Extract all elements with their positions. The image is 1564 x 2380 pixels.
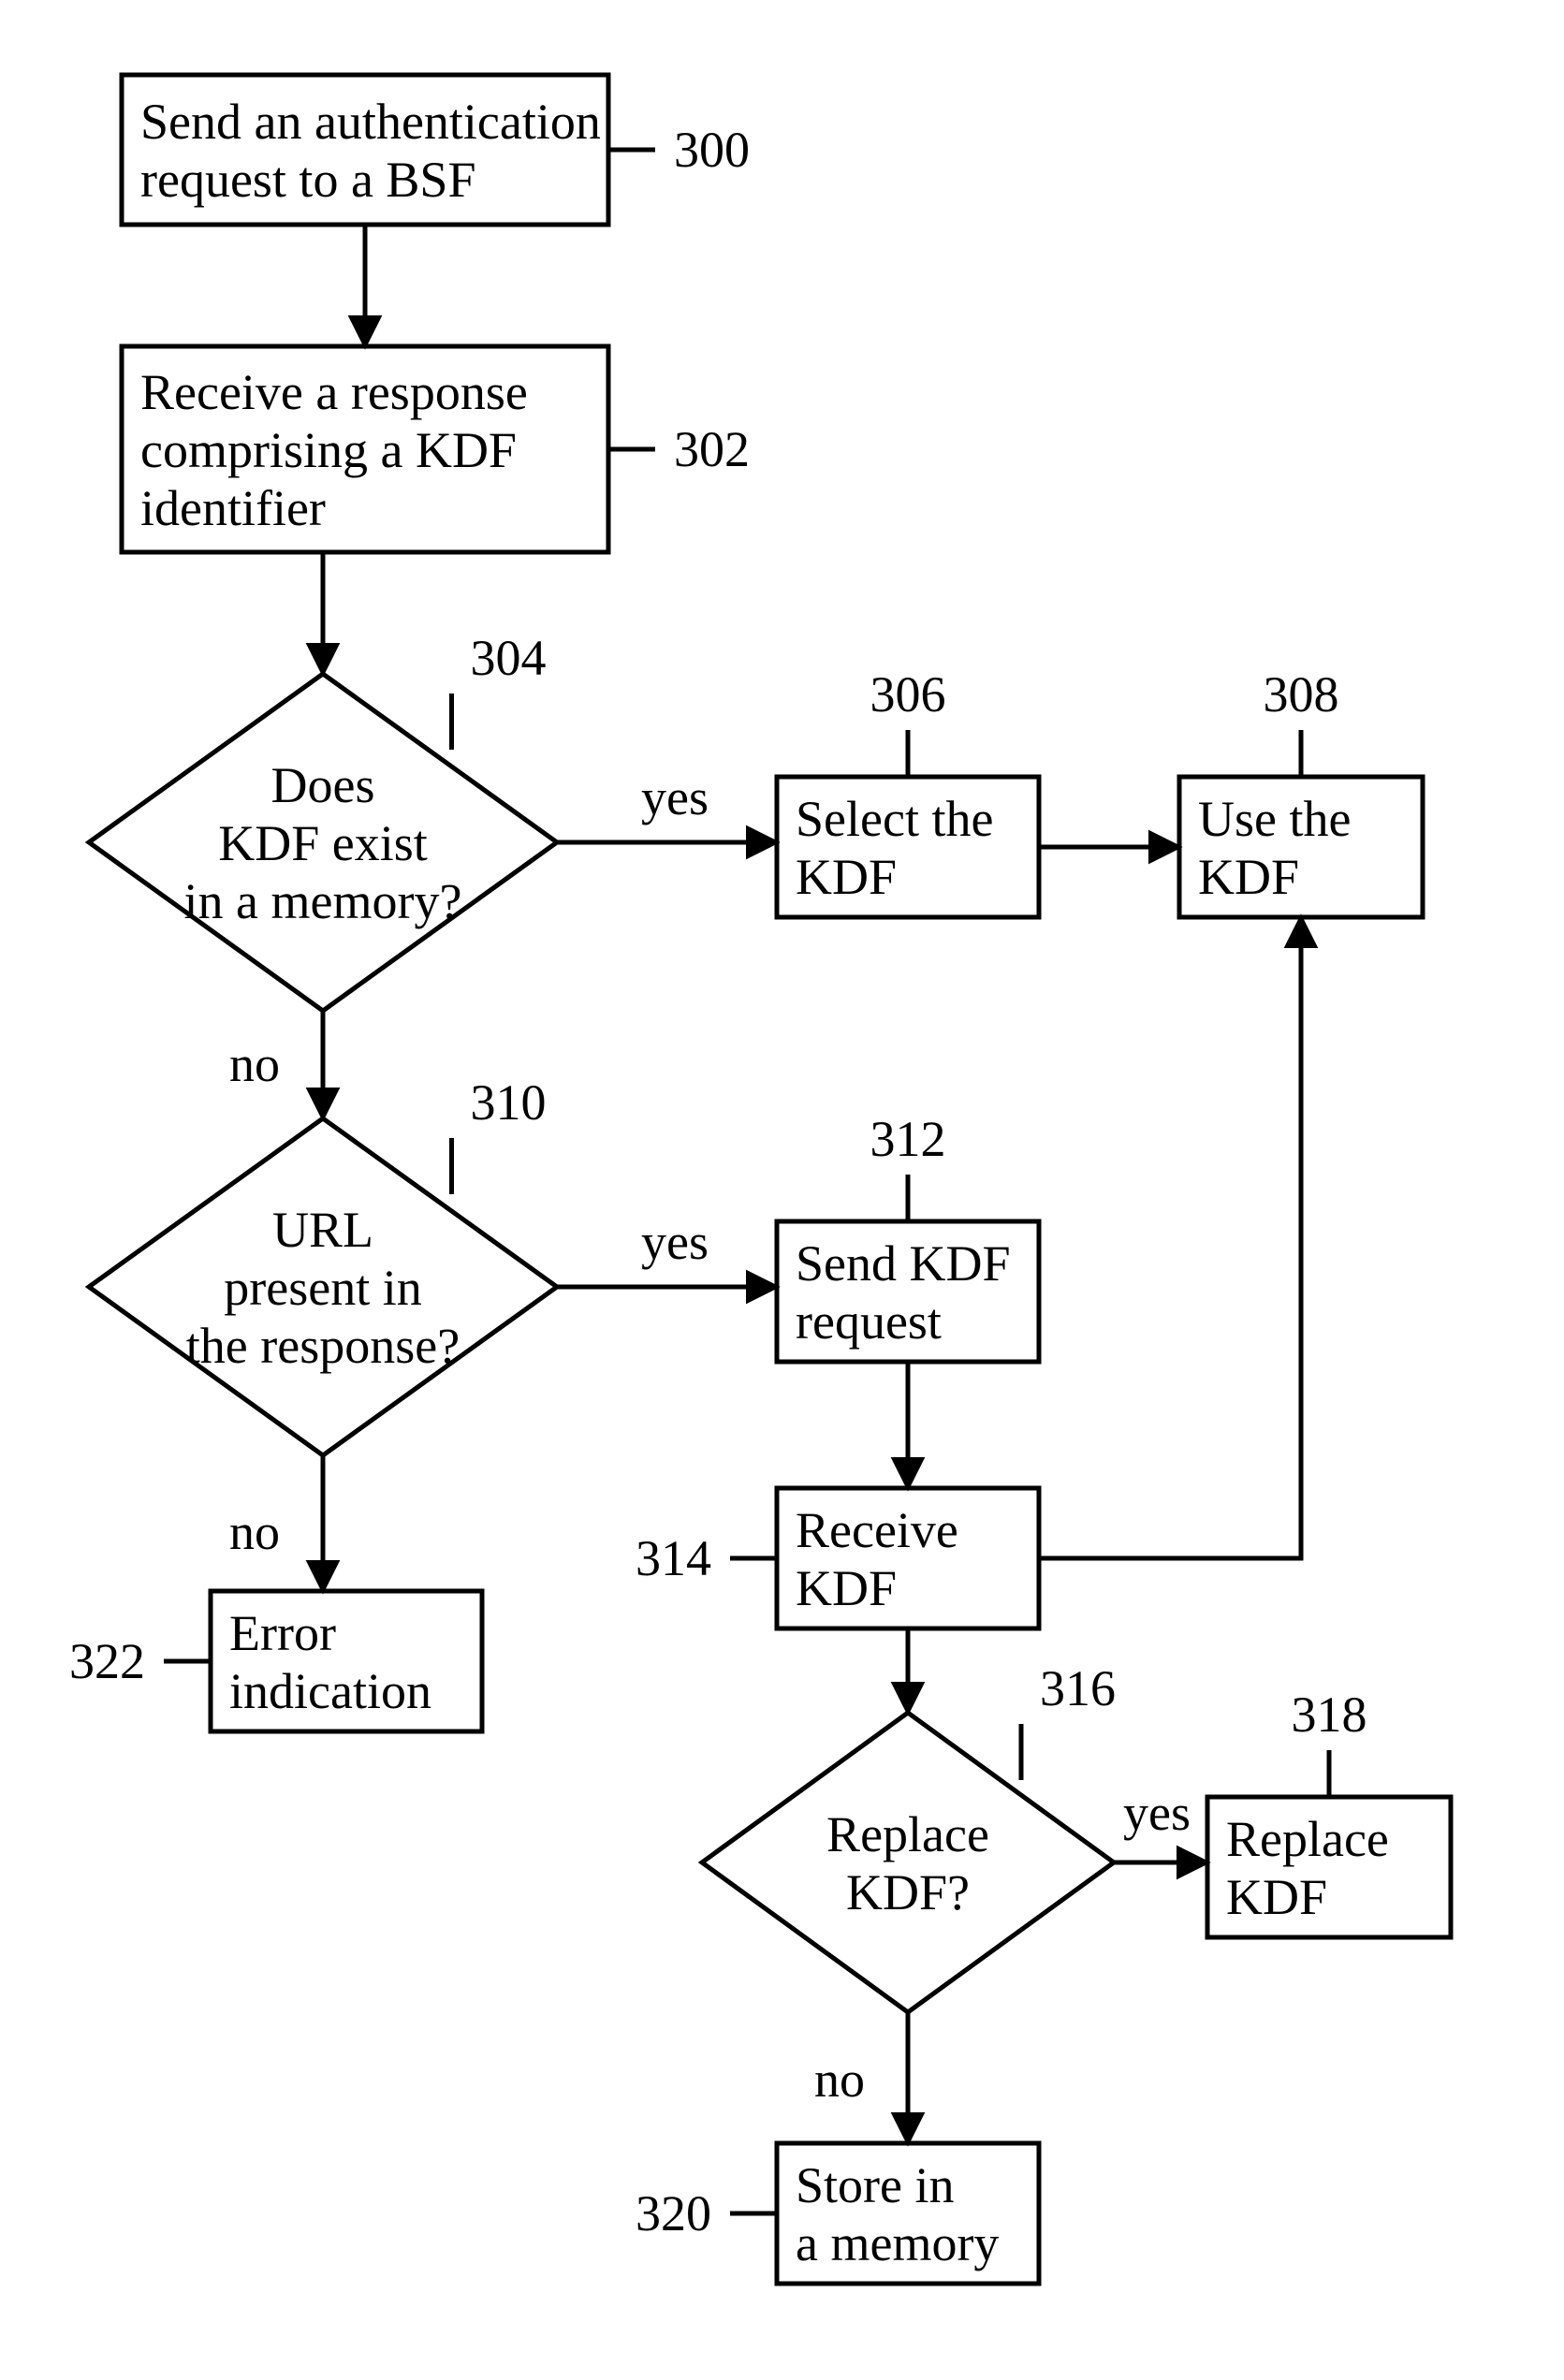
edge-label: yes <box>1123 1785 1191 1841</box>
svg-text:URLpresent inthe response?: URLpresent inthe response? <box>186 1202 460 1374</box>
svg-text:Store ina memory: Store ina memory <box>796 2157 999 2271</box>
ref-label: 314 <box>636 1530 711 1586</box>
edge-label: yes <box>641 1214 709 1270</box>
ref-label: 308 <box>1264 666 1339 723</box>
ref-label: 302 <box>674 421 750 477</box>
ref-label: 320 <box>636 2185 711 2241</box>
edge-label: no <box>229 1504 280 1560</box>
svg-text:ReplaceKDF: ReplaceKDF <box>1226 1811 1389 1925</box>
ref-label: 300 <box>674 122 750 178</box>
edge-label: no <box>814 2051 865 2108</box>
ref-label: 310 <box>471 1074 547 1131</box>
ref-label: 304 <box>471 630 547 686</box>
ref-label: 318 <box>1292 1686 1367 1743</box>
ref-label: 316 <box>1040 1660 1116 1716</box>
svg-text:Send KDFrequest: Send KDFrequest <box>796 1235 1011 1350</box>
ref-label: 306 <box>870 666 946 723</box>
svg-text:Use theKDF: Use theKDF <box>1198 791 1351 905</box>
svg-text:Select theKDF: Select theKDF <box>796 791 993 905</box>
svg-text:ReceiveKDF: ReceiveKDF <box>796 1502 958 1616</box>
edge-label: yes <box>641 769 709 825</box>
edge-label: no <box>229 1036 280 1092</box>
svg-text:DoesKDF existin a memory?: DoesKDF existin a memory? <box>184 757 462 929</box>
svg-text:Errorindication: Errorindication <box>229 1605 431 1719</box>
flow-decision <box>702 1713 1114 2012</box>
svg-text:Send an authenticationrequest: Send an authenticationrequest to a BSF <box>140 94 601 208</box>
ref-label: 322 <box>69 1633 145 1689</box>
ref-label: 312 <box>870 1111 946 1167</box>
flow-edge <box>1039 917 1301 1558</box>
svg-text:Receive a responsecomprising a: Receive a responsecomprising a KDFidenti… <box>140 364 528 536</box>
svg-text:ReplaceKDF?: ReplaceKDF? <box>826 1806 989 1920</box>
